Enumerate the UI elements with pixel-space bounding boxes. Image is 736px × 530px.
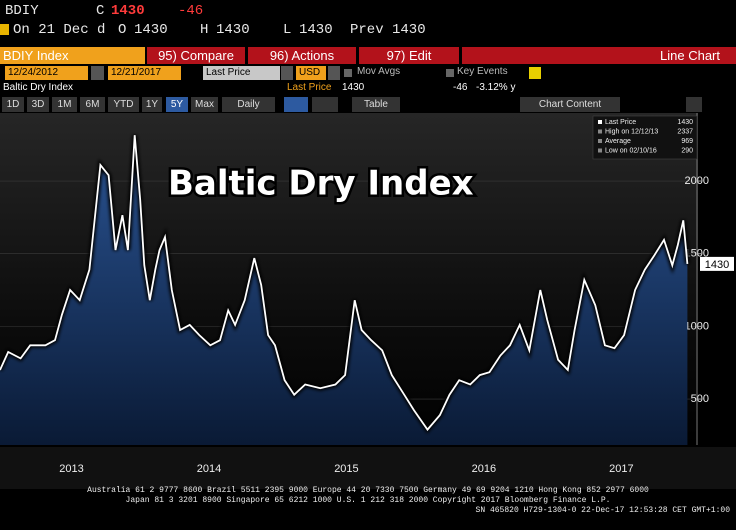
last-price-tag: 1430 bbox=[705, 259, 729, 271]
table-button[interactable]: Table bbox=[352, 97, 400, 112]
legend-label: High on 12/12/13 bbox=[605, 128, 658, 135]
line bbox=[0, 135, 689, 432]
period-button[interactable]: 5Y bbox=[166, 97, 188, 112]
x-axis-strip bbox=[0, 447, 736, 489]
open-label: O bbox=[118, 22, 127, 38]
ticker: BDIY bbox=[5, 3, 39, 19]
date-separator bbox=[91, 66, 104, 80]
last-price-tag-box bbox=[700, 256, 734, 271]
high: 1430 bbox=[216, 22, 250, 38]
dropdown[interactable] bbox=[328, 66, 340, 80]
x-tick-label: 2017 bbox=[609, 463, 633, 475]
period-button[interactable]: 1M bbox=[52, 97, 77, 112]
checkbox[interactable] bbox=[344, 69, 352, 77]
open: 1430 bbox=[134, 22, 168, 38]
prev-label: Prev bbox=[350, 22, 384, 38]
series-name: Baltic Dry Index bbox=[3, 82, 74, 93]
legend-box bbox=[592, 115, 698, 160]
dropdown[interactable] bbox=[281, 66, 293, 80]
line-tool[interactable] bbox=[284, 97, 308, 112]
flag-icon bbox=[0, 24, 9, 35]
legend-label: Low on 02/10/16 bbox=[605, 147, 657, 154]
view-label[interactable]: Line Chart bbox=[462, 47, 736, 64]
chart-content-button[interactable]: Chart Content bbox=[520, 97, 620, 112]
period-button[interactable]: 3D bbox=[27, 97, 49, 112]
x-tick-label: 2015 bbox=[334, 463, 358, 475]
period-button[interactable]: YTD bbox=[108, 97, 139, 112]
legend-value: 2337 bbox=[677, 128, 693, 135]
period-button[interactable]: 6M bbox=[80, 97, 105, 112]
footer-line: Australia 61 2 9777 8600 Brazil 5511 239… bbox=[87, 486, 649, 495]
legend: Last Price 1430 High on 12/12/13 2337 Averag… bbox=[592, 115, 698, 160]
legend-swatch bbox=[598, 129, 602, 134]
legend-swatch bbox=[598, 148, 602, 153]
x-tick-label: 2014 bbox=[197, 463, 221, 475]
legend-label: Average bbox=[605, 138, 631, 145]
low: 1430 bbox=[299, 22, 333, 38]
last-price: 1430 bbox=[342, 82, 365, 93]
footer-line: Japan 81 3 3201 8900 Singapore 65 6212 1… bbox=[125, 496, 611, 505]
period-button[interactable]: 1D bbox=[2, 97, 24, 112]
compare-menu[interactable]: 95) Compare bbox=[147, 47, 245, 64]
close-label: C bbox=[96, 3, 105, 19]
date: On 21 Dec d bbox=[13, 22, 106, 38]
last-price-label: Last Price bbox=[287, 82, 332, 93]
prev: 1430 bbox=[392, 22, 426, 38]
legend-value: 290 bbox=[681, 147, 693, 154]
legend-swatch bbox=[598, 139, 602, 143]
edit-menu[interactable]: 97) Edit bbox=[359, 47, 459, 64]
crosshair-tool[interactable] bbox=[312, 97, 338, 112]
field-select[interactable]: Last Price bbox=[203, 66, 280, 80]
y-tick-label: 500 bbox=[691, 393, 709, 405]
start-date[interactable]: 12/24/2012 bbox=[5, 66, 88, 80]
change: -46 bbox=[178, 3, 204, 19]
area bbox=[0, 135, 688, 445]
footer-line: SN 465820 H729-1304-0 22-Dec-17 12:53:28… bbox=[475, 506, 730, 515]
currency[interactable]: USD bbox=[296, 66, 326, 80]
chart-title: Baltic Dry Index bbox=[168, 164, 474, 204]
period-button[interactable]: Max bbox=[191, 97, 218, 112]
key-events[interactable]: Key Events bbox=[457, 66, 508, 77]
frequency[interactable]: Daily bbox=[222, 97, 275, 112]
high-label: H bbox=[200, 22, 209, 38]
mov-avgs[interactable]: Mov Avgs bbox=[357, 66, 401, 77]
close: 1430 bbox=[111, 3, 145, 19]
checkbox[interactable] bbox=[446, 69, 454, 77]
end-date[interactable]: 12/21/2017 bbox=[108, 66, 181, 80]
change-pct: -3.12% y bbox=[476, 82, 516, 93]
actions-menu[interactable]: 96) Actions bbox=[248, 47, 356, 64]
security-box[interactable]: BDIY Index bbox=[0, 47, 145, 64]
settings-button[interactable] bbox=[686, 97, 702, 112]
legend-swatch bbox=[598, 120, 602, 124]
x-tick-label: 2016 bbox=[472, 463, 496, 475]
legend-value: 1430 bbox=[677, 119, 693, 126]
x-tick-label: 2013 bbox=[59, 463, 83, 475]
low-label: L bbox=[283, 22, 292, 38]
info-icon[interactable] bbox=[529, 67, 541, 79]
legend-value: 969 bbox=[681, 138, 693, 145]
change: -46 bbox=[453, 82, 468, 93]
legend-label: Last Price bbox=[605, 119, 636, 126]
period-button[interactable]: 1Y bbox=[142, 97, 162, 112]
